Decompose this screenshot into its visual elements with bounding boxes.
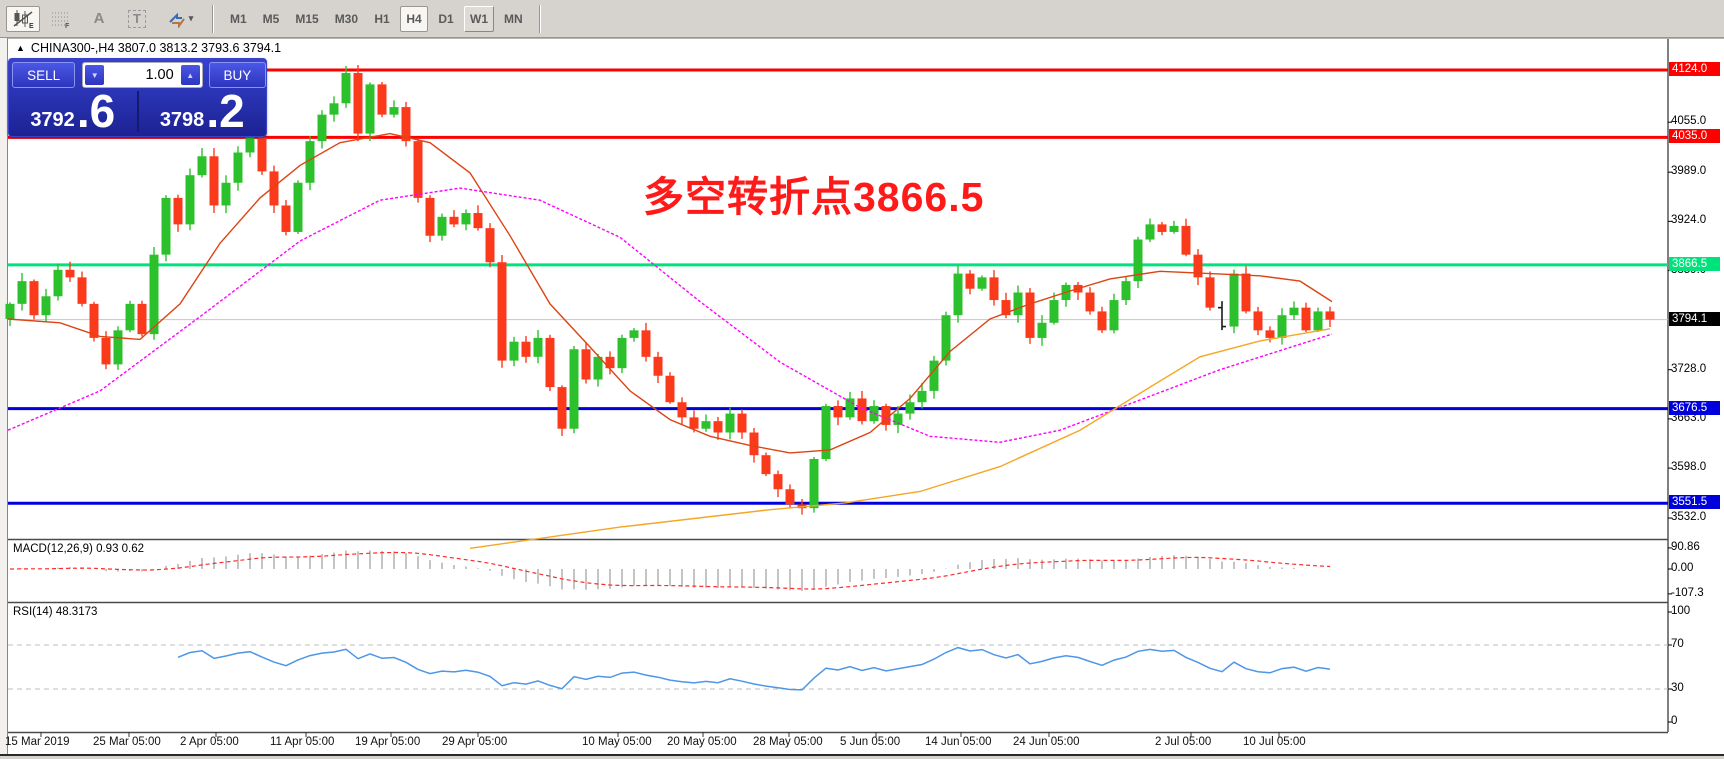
grid-tool-button[interactable]: F <box>44 6 78 32</box>
svg-text:E: E <box>29 23 34 29</box>
symbol-ohlc-text: CHINA300-,H4 3807.0 3813.2 3793.6 3794.1 <box>30 41 282 55</box>
text-label-icon: A <box>93 10 105 27</box>
volume-decrease-button[interactable]: ▼ <box>85 65 105 85</box>
timeframe-button-m30[interactable]: M30 <box>334 11 359 26</box>
sell-price[interactable]: 3792 .6 <box>9 85 137 138</box>
toolbar-separator <box>212 4 214 33</box>
volume-spinner: ▼ 1.00 ▲ <box>82 62 203 88</box>
chart-title: ▲ CHINA300-,H4 3807.0 3813.2 3793.6 3794.… <box>16 41 281 55</box>
timeframe-button-d1[interactable]: D1 <box>438 11 454 26</box>
candlestick-tool-icon: E <box>13 9 34 29</box>
timeframe-bar: M1 M5 M15 M30 H1 H4 D1 W1 MN <box>222 5 531 32</box>
buy-price[interactable]: 3798 .2 <box>139 85 267 138</box>
chart-window[interactable] <box>7 38 1724 756</box>
top-toolbar: E F A T ▾ M1 M5 M15 M30 H1 H4 D1 W1 MN <box>0 0 1724 38</box>
text-box-icon: T <box>128 9 146 28</box>
window-left-edge <box>0 38 8 756</box>
dropdown-caret-icon: ▾ <box>188 13 194 23</box>
sell-price-big: .6 <box>76 85 116 138</box>
timeframe-button-w1[interactable]: W1 <box>464 5 495 32</box>
timeframe-button-h1[interactable]: H1 <box>374 11 390 26</box>
buy-price-big: .2 <box>206 85 245 138</box>
buy-price-small: 3798 <box>159 109 205 131</box>
timeframe-button-h4[interactable]: H4 <box>400 5 429 32</box>
one-click-trade-panel: SELL ▼ 1.00 ▲ BUY 3792 .6 3798 .2 <box>8 58 267 137</box>
candlestick-tool-button[interactable]: E <box>6 5 40 32</box>
grid-tool-icon: F <box>52 12 70 29</box>
timeframe-button-m1[interactable]: M1 <box>230 11 247 26</box>
text-label-tool-button[interactable]: A <box>82 6 116 32</box>
toolbar-separator <box>538 4 541 33</box>
price-divider <box>136 91 139 132</box>
timeframe-button-mn[interactable]: MN <box>504 11 523 26</box>
cycle-arrows-icon <box>169 12 185 28</box>
volume-increase-button[interactable]: ▲ <box>180 65 200 85</box>
sell-price-small: 3792 <box>30 109 75 131</box>
timeframe-button-m5[interactable]: M5 <box>262 11 280 26</box>
svg-text:F: F <box>65 23 70 29</box>
window-bottom-border <box>0 754 1724 756</box>
collapse-triangle-icon: ▲ <box>16 43 25 53</box>
volume-value[interactable]: 1.00 <box>145 67 174 83</box>
cycle-arrows-tool-button[interactable]: ▾ <box>158 6 202 32</box>
text-box-tool-button[interactable]: T <box>120 6 154 32</box>
buy-button[interactable]: BUY <box>208 62 266 88</box>
sell-button[interactable]: SELL <box>12 62 76 88</box>
timeframe-button-m15[interactable]: M15 <box>295 11 319 26</box>
